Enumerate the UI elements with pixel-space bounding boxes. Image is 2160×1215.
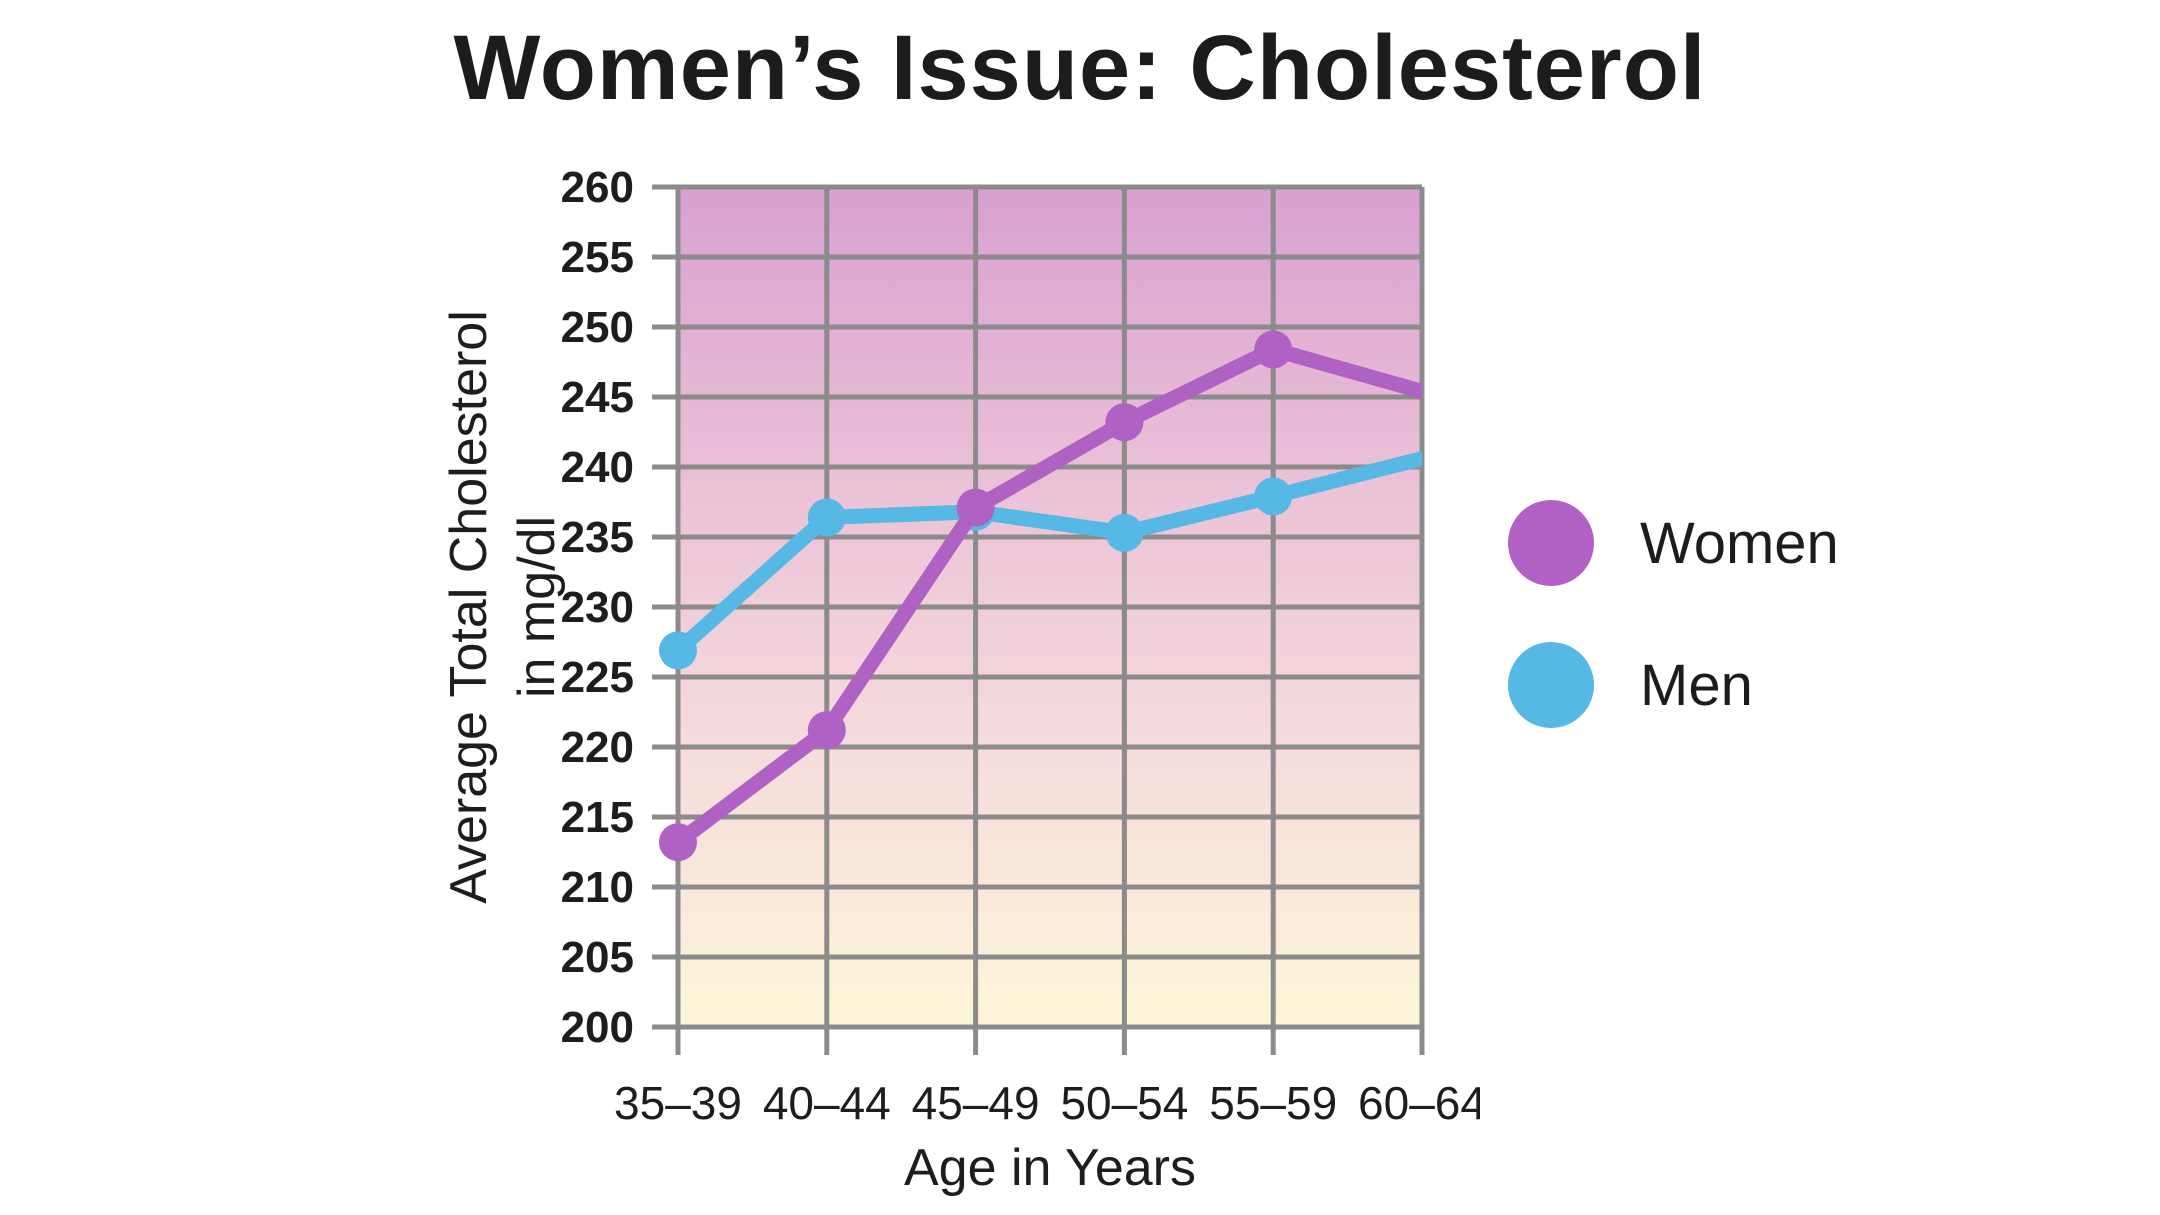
svg-text:250: 250 <box>561 303 634 352</box>
men-series <box>659 451 1422 670</box>
svg-text:215: 215 <box>561 793 634 842</box>
men-line <box>678 451 1422 658</box>
women-series <box>659 330 1422 862</box>
svg-text:45–49: 45–49 <box>912 1077 1040 1129</box>
svg-text:40–44: 40–44 <box>763 1077 891 1129</box>
svg-text:60–64: 60–64 <box>1358 1077 1480 1129</box>
men-series-swatch-icon <box>1508 642 1594 728</box>
legend-label-men: Men <box>1640 652 1753 718</box>
women-line <box>678 341 1422 850</box>
y-axis-tick-labels: 260 255 250 245 240 235 230 225 220 215 210 205 200 <box>561 163 634 1052</box>
svg-text:55–59: 55–59 <box>1209 1077 1337 1129</box>
women-series-swatch-icon <box>1508 500 1594 586</box>
women-point <box>659 823 697 862</box>
women-point <box>1254 330 1293 369</box>
svg-text:220: 220 <box>561 723 634 772</box>
x-axis-tick-labels: 35–39 40–44 45–49 50–54 55–59 60–64 <box>614 1077 1480 1129</box>
svg-text:245: 245 <box>561 373 634 422</box>
svg-text:235: 235 <box>561 513 634 562</box>
svg-text:50–54: 50–54 <box>1060 1077 1188 1129</box>
women-point <box>807 711 846 750</box>
svg-text:225: 225 <box>561 653 634 702</box>
line-chart: 260 255 250 245 240 235 230 225 220 215 210 205 200 3… <box>561 163 1480 1129</box>
svg-text:255: 255 <box>561 233 634 282</box>
svg-text:200: 200 <box>561 1003 634 1052</box>
women-point <box>1105 403 1144 442</box>
men-point <box>1105 513 1144 552</box>
men-point <box>807 498 846 537</box>
chart-title: Women’s Issue: Cholesterol <box>453 17 1707 119</box>
svg-text:205: 205 <box>561 933 634 982</box>
men-point <box>659 631 697 670</box>
svg-text:230: 230 <box>561 583 634 632</box>
legend-label-women: Women <box>1640 510 1839 576</box>
svg-text:210: 210 <box>561 863 634 912</box>
svg-text:260: 260 <box>561 163 634 212</box>
svg-text:35–39: 35–39 <box>614 1077 742 1129</box>
gridlines <box>652 184 1425 1055</box>
x-axis-label: Age in Years <box>903 1139 1197 1197</box>
men-point <box>1254 477 1293 516</box>
women-point <box>956 488 995 527</box>
svg-text:240: 240 <box>561 443 634 492</box>
legend-item-men: Men <box>1508 642 1839 728</box>
legend-item-women: Women <box>1508 500 1839 586</box>
legend: Women Men <box>1508 500 1839 784</box>
